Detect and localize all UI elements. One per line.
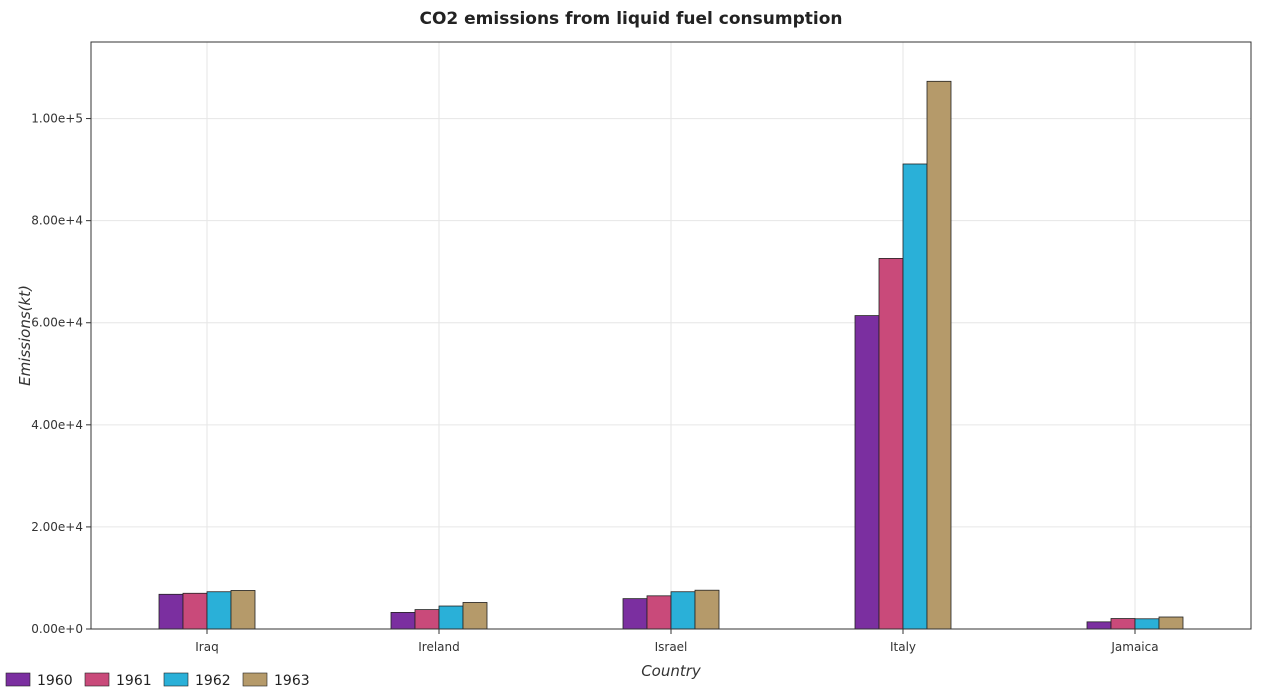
gridlines — [91, 42, 1251, 630]
x-tick-label: Iraq — [195, 640, 218, 654]
chart-title: CO2 emissions from liquid fuel consumpti… — [419, 9, 842, 29]
legend-label-1960: 1960 — [37, 673, 73, 689]
bar-jamaica-1960 — [1086, 621, 1112, 630]
y-tick-label: 0.00e+0 — [31, 622, 83, 636]
x-tick-label: Italy — [890, 640, 916, 654]
bar-iraq-1963 — [230, 590, 256, 630]
x-tick-label: Ireland — [418, 640, 460, 654]
y-tick-label: 6.00e+4 — [31, 316, 83, 330]
legend-label-1962: 1962 — [195, 673, 231, 689]
plot-frame — [90, 41, 1252, 630]
bar-israel-1960 — [622, 598, 648, 630]
x-tick-label: Israel — [655, 640, 688, 654]
legend: 1960 1961 1962 1963 — [5, 672, 310, 689]
legend-label-1963: 1963 — [274, 673, 310, 689]
legend-swatch-1961 — [84, 672, 110, 687]
legend-swatch-1960 — [5, 672, 31, 687]
bar-israel-1963 — [694, 589, 720, 630]
bar-jamaica-1961 — [1110, 618, 1136, 630]
y-tick-label: 1.00e+5 — [31, 112, 83, 126]
axes: 0.00e+0 2.00e+4 4.00e+4 6.00e+4 8.00e+4 1.00e… — [31, 41, 1252, 654]
legend-swatch-1963 — [242, 672, 268, 687]
bar-ireland-1962 — [438, 605, 464, 630]
x-tick-label: Jamaica — [1110, 640, 1158, 654]
bar-iraq-1962 — [206, 591, 232, 630]
bar-ireland-1960 — [390, 612, 416, 630]
bar-israel-1962 — [670, 591, 696, 630]
legend-swatch-1962 — [163, 672, 189, 687]
bar-italy-1962 — [902, 163, 928, 630]
bar-israel-1961 — [646, 595, 672, 630]
bar-iraq-1960 — [158, 593, 184, 630]
bar-ireland-1961 — [414, 609, 440, 630]
bar-ireland-1963 — [462, 602, 488, 630]
bar-iraq-1961 — [182, 592, 208, 630]
x-axis-label: Country — [641, 662, 702, 680]
bar-jamaica-1962 — [1134, 618, 1160, 630]
y-tick-label: 2.00e+4 — [31, 520, 83, 534]
y-tick-label: 8.00e+4 — [31, 214, 83, 228]
bars — [158, 80, 1184, 630]
bar-italy-1961 — [878, 258, 904, 630]
bar-italy-1960 — [854, 315, 880, 630]
y-tick-label: 4.00e+4 — [31, 418, 83, 432]
y-axis-label: Emissions(kt) — [16, 285, 34, 386]
bar-jamaica-1963 — [1158, 616, 1184, 630]
bar-italy-1963 — [926, 80, 952, 630]
legend-label-1961: 1961 — [116, 673, 152, 689]
